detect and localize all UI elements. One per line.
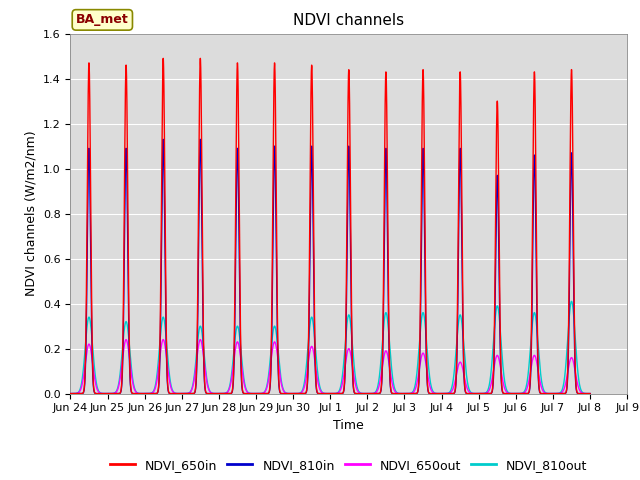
- NDVI_810out: [94, 386, 102, 392]
- NDVI_650out: [94, 387, 102, 393]
- NDVI_810out: [568, 299, 575, 304]
- Legend: NDVI_650in, NDVI_810in, NDVI_650out, NDVI_810out: NDVI_650in, NDVI_810in, NDVI_650out, NDV…: [105, 454, 593, 477]
- X-axis label: Time: Time: [333, 419, 364, 432]
- Text: BA_met: BA_met: [76, 13, 129, 26]
- NDVI_650in: [263, 391, 271, 396]
- NDVI_810in: [273, 309, 281, 314]
- NDVI_650in: [418, 119, 426, 125]
- NDVI_650out: [418, 352, 426, 358]
- Title: NDVI channels: NDVI channels: [293, 13, 404, 28]
- NDVI_810out: [418, 313, 426, 319]
- NDVI_650in: [94, 391, 102, 396]
- NDVI_810in: [318, 391, 326, 396]
- NDVI_650in: [203, 390, 211, 396]
- Line: NDVI_650in: NDVI_650in: [70, 59, 590, 394]
- NDVI_650in: [159, 56, 167, 61]
- NDVI_810in: [263, 391, 271, 396]
- NDVI_650in: [273, 281, 281, 287]
- NDVI_810in: [418, 185, 426, 191]
- NDVI_810out: [67, 391, 74, 396]
- NDVI_810out: [273, 336, 281, 342]
- NDVI_810out: [203, 374, 211, 380]
- NDVI_810out: [586, 391, 594, 396]
- NDVI_810in: [203, 391, 211, 396]
- NDVI_650out: [318, 390, 326, 396]
- Line: NDVI_650out: NDVI_650out: [70, 340, 590, 394]
- NDVI_650out: [586, 391, 594, 396]
- NDVI_650out: [203, 378, 211, 384]
- NDVI_650in: [67, 391, 74, 396]
- NDVI_650in: [318, 391, 326, 396]
- NDVI_650out: [263, 385, 271, 391]
- NDVI_650out: [67, 391, 74, 396]
- Y-axis label: NDVI channels (W/m2/nm): NDVI channels (W/m2/nm): [24, 131, 37, 297]
- NDVI_650out: [122, 337, 130, 343]
- NDVI_810in: [94, 391, 102, 396]
- Line: NDVI_810in: NDVI_810in: [70, 139, 590, 394]
- NDVI_650in: [586, 391, 594, 396]
- NDVI_810in: [159, 136, 167, 142]
- NDVI_650out: [273, 349, 281, 355]
- NDVI_810out: [318, 389, 326, 395]
- NDVI_810in: [586, 391, 594, 396]
- NDVI_810out: [263, 384, 271, 390]
- Line: NDVI_810out: NDVI_810out: [70, 301, 590, 394]
- NDVI_810in: [67, 391, 74, 396]
